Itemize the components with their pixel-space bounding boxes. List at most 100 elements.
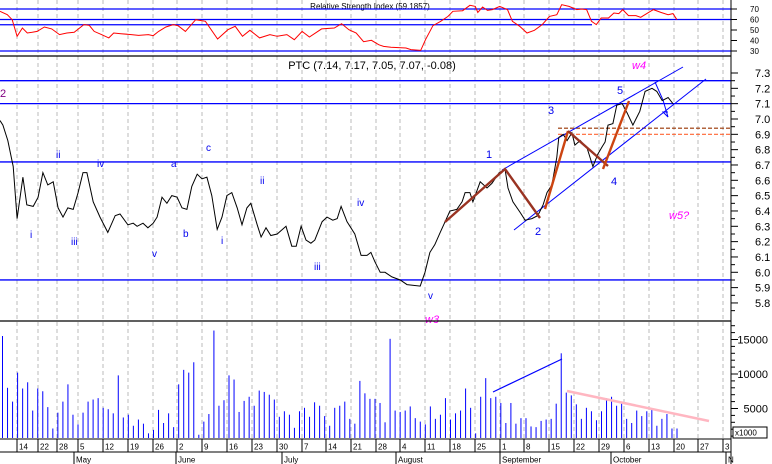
price-axis: 5.8 5.9 6.0 6.1 6.2 6.3 6.4 6.5 6.6 6.7 6.8 6.9 7.0 7… — [731, 68, 770, 312]
price-levels — [0, 80, 731, 281]
wave-label: v — [152, 249, 157, 260]
date-label: 22 — [576, 443, 585, 452]
date-label: 29 — [601, 443, 610, 452]
price-line — [0, 87, 674, 287]
rsi-levels — [0, 8, 731, 52]
date-label: 2 — [179, 443, 184, 452]
price-tick-label: 7.1 — [755, 99, 770, 111]
date-label: 11 — [427, 443, 436, 452]
x-axis-months: May June July August September October N — [73, 452, 734, 464]
price-tick-label: 6.7 — [755, 160, 770, 172]
date-label: 27 — [700, 443, 709, 452]
volume-panel: 5000 10000 15000 x1000 — [2, 325, 768, 439]
date-label: 16 — [229, 443, 238, 452]
wave-label-3: 3 — [548, 105, 554, 117]
wave-label-w2: 2 — [0, 88, 6, 100]
month-label: July — [284, 456, 298, 464]
month-label: May — [76, 456, 91, 464]
wave-label: iii — [71, 237, 78, 248]
wave-3-line — [543, 130, 570, 210]
wave-label: iv — [97, 159, 104, 170]
date-label: 18 — [452, 443, 461, 452]
trend-channel — [501, 66, 707, 231]
volume-tick-label: 15000 — [737, 335, 768, 347]
date-label: 13 — [651, 443, 660, 452]
wave-label: c — [206, 143, 211, 154]
price-tick-label: 5.8 — [755, 298, 770, 310]
rsi-tick-label: 50 — [750, 26, 759, 35]
price-tick-label: 6.1 — [755, 252, 770, 264]
wave-4-line — [567, 130, 609, 167]
wave-label: i — [221, 236, 223, 247]
wave-label: ii — [260, 176, 264, 187]
rsi-tick-label: 40 — [750, 37, 759, 46]
wave-label-1: 1 — [486, 149, 492, 161]
date-label: 9 — [204, 443, 209, 452]
price-tick-label: 6.9 — [755, 129, 770, 141]
price-tick-label: 7.2 — [755, 83, 770, 95]
wave-label-5: 5 — [617, 85, 623, 97]
date-label: 22 — [40, 443, 49, 452]
wave-label-4: 4 — [611, 176, 617, 188]
wave-label-w5: w5? — [669, 210, 690, 222]
month-label: August — [398, 456, 424, 464]
volume-unit-label: x1000 — [735, 429, 757, 438]
volume-tick-label: 5000 — [744, 404, 768, 416]
date-label: 14 — [19, 443, 28, 452]
date-label: 30 — [279, 443, 288, 452]
price-tick-label: 7.0 — [755, 114, 770, 126]
date-label: 25 — [477, 443, 486, 452]
date-label: 4 — [402, 443, 407, 452]
volume-rising-trendline — [492, 358, 563, 393]
date-label: 21 — [353, 443, 362, 452]
date-label: 28 — [378, 443, 387, 452]
price-tick-label: 6.2 — [755, 237, 770, 249]
wave-label: b — [183, 229, 189, 240]
price-tick-label: 6.4 — [755, 206, 770, 218]
month-label: N — [728, 456, 734, 464]
wave-trend-lines — [444, 100, 631, 223]
date-label: 14 — [328, 443, 337, 452]
channel-lower-line — [513, 78, 707, 231]
month-label: September — [502, 456, 541, 464]
price-tick-label: 6.6 — [755, 175, 770, 187]
date-label: 20 — [676, 443, 685, 452]
wave-label-w4: w4 — [632, 60, 646, 72]
price-tick-label: 6.8 — [755, 145, 770, 157]
wave-label-2: 2 — [535, 226, 541, 238]
wave-label-w3: w3 — [425, 314, 440, 326]
x-axis-dates: 14 22 28 5 12 19 26 2 9 16 23 30 7 14 21 28 4 11 18 25 1 8 15 2… — [16, 439, 730, 452]
date-label: 6 — [626, 443, 631, 452]
volume-tick-label: 10000 — [737, 369, 768, 381]
volume-falling-trendline — [566, 389, 710, 423]
price-title: PTC (7.14, 7.17, 7.05, 7.07, -0.08) — [288, 60, 456, 72]
rsi-title: Relative Strength Index (59.1857) — [310, 2, 430, 11]
date-label: 5 — [80, 443, 85, 452]
channel-upper-line — [501, 66, 684, 171]
rsi-tick-label: 30 — [750, 47, 759, 56]
wave-labels: 2 i ii iii iv v a b c i ii iii iv v w3 w… — [0, 60, 690, 326]
date-label: 1 — [502, 443, 507, 452]
wave-w4-marker — [654, 81, 669, 118]
rsi-tick-label: 70 — [750, 5, 759, 14]
price-tick-label: 6.3 — [755, 221, 770, 233]
date-label: 28 — [59, 443, 68, 452]
wave-5-line — [601, 100, 631, 170]
date-label: 26 — [155, 443, 164, 452]
price-tick-label: 6.0 — [755, 267, 770, 279]
wave-label: iii — [314, 262, 321, 273]
wave-1-2-line — [444, 167, 541, 223]
rsi-tick-label: 60 — [750, 16, 759, 25]
date-label: 19 — [130, 443, 139, 452]
rsi-line — [0, 4, 678, 51]
wave-label: iv — [357, 198, 364, 209]
volume-axis: 5000 10000 15000 — [731, 325, 768, 437]
price-tick-label: 7.3 — [755, 68, 770, 80]
wave-label: ii — [56, 150, 60, 161]
date-label: 12 — [105, 443, 114, 452]
date-label: 23 — [254, 443, 263, 452]
price-tick-label: 6.5 — [755, 191, 770, 203]
